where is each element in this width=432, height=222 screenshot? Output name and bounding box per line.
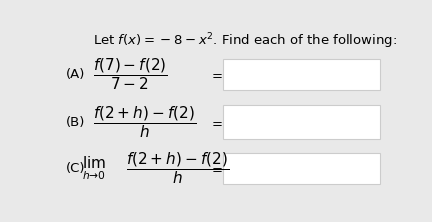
Text: $=$: $=$ xyxy=(209,68,223,81)
Text: $\dfrac{f(2+h) - f(2)}{h}$: $\dfrac{f(2+h) - f(2)}{h}$ xyxy=(126,151,229,186)
Text: (C): (C) xyxy=(66,162,85,175)
Text: (A): (A) xyxy=(66,68,85,81)
Text: $\lim_{h\to 0}$: $\lim_{h\to 0}$ xyxy=(83,155,107,182)
Text: (B): (B) xyxy=(66,116,85,129)
FancyBboxPatch shape xyxy=(223,153,380,184)
Text: $=$: $=$ xyxy=(209,116,223,129)
Text: $\dfrac{f(7) - f(2)}{7-2}$: $\dfrac{f(7) - f(2)}{7-2}$ xyxy=(92,57,167,92)
FancyBboxPatch shape xyxy=(223,59,380,90)
Text: Let $f(x) = -8 - x^2$. Find each of the following:: Let $f(x) = -8 - x^2$. Find each of the … xyxy=(93,32,397,51)
FancyBboxPatch shape xyxy=(223,105,380,139)
Text: $\dfrac{f(2+h) - f(2)}{h}$: $\dfrac{f(2+h) - f(2)}{h}$ xyxy=(92,105,196,140)
Text: $=$: $=$ xyxy=(209,162,223,175)
